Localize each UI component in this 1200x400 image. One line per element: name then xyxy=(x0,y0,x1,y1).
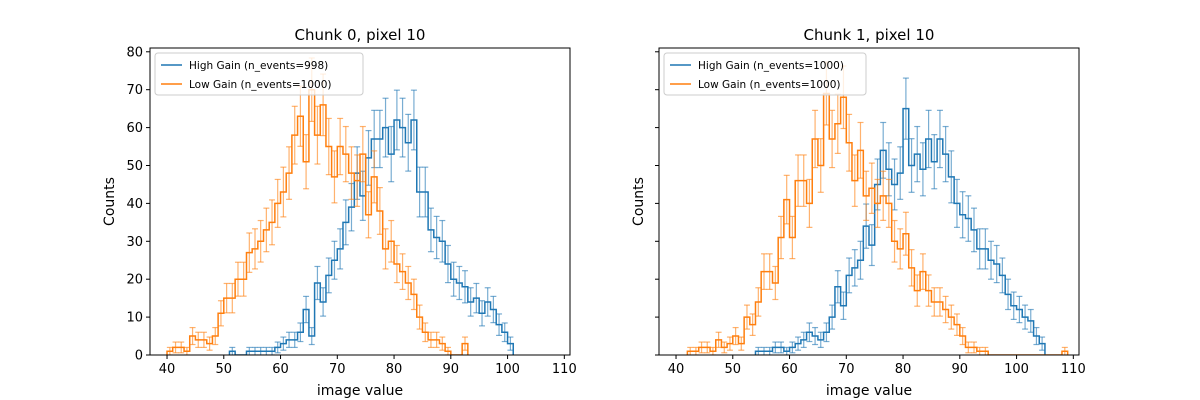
histogram-step-line xyxy=(754,107,1046,355)
legend: High Gain (n_events=1000) Low Gain (n_eve… xyxy=(663,52,867,96)
legend-entry: Low Gain (n_events=1000) xyxy=(161,79,332,91)
legend-box xyxy=(663,52,867,96)
x-tick-label: 70 xyxy=(838,362,855,377)
legend: High Gain (n_events=998) Low Gain (n_even… xyxy=(154,52,364,96)
x-tick-label: 40 xyxy=(668,362,685,377)
x-tick-label: 50 xyxy=(216,362,233,377)
histogram-step-line xyxy=(686,92,1069,355)
x-tick-label: 90 xyxy=(443,362,460,377)
histogram-step-line xyxy=(228,119,514,355)
series-high-gain xyxy=(754,77,1046,355)
x-tick-label: 80 xyxy=(386,362,403,377)
histogram-step-line xyxy=(166,88,469,355)
x-axis-label: image value xyxy=(317,383,403,399)
chart-title: Chunk 1, pixel 10 xyxy=(804,26,935,44)
x-tick-label: 70 xyxy=(329,362,346,377)
y-tick-label: 20 xyxy=(126,273,143,288)
chart-title: Chunk 0, pixel 10 xyxy=(295,26,426,44)
legend-label: High Gain (n_events=998) xyxy=(189,60,328,72)
x-tick-label: 60 xyxy=(272,362,289,377)
legend-entry: Low Gain (n_events=1000) xyxy=(670,79,841,91)
subplot-1: Chunk 1, pixel 10 40 50 60 70 80 90 100 110 image… xyxy=(631,26,1086,399)
subplot-0: Chunk 0, pixel 10 40 50 60 70 80 90 100 110 0 10 20… xyxy=(102,26,577,399)
y-tick-label: 50 xyxy=(126,159,143,174)
series-low-gain xyxy=(166,57,469,355)
y-axis-label: Counts xyxy=(102,177,118,226)
series-high-gain xyxy=(228,89,514,355)
legend-box xyxy=(154,52,364,96)
axes-frame xyxy=(658,47,1080,356)
x-axis-label: image value xyxy=(826,383,912,399)
legend-label: Low Gain (n_events=1000) xyxy=(189,79,332,91)
y-tick-label: 60 xyxy=(126,121,143,136)
x-tick-label: 80 xyxy=(895,362,912,377)
x-tick-label: 110 xyxy=(1061,362,1086,377)
x-tick-label: 90 xyxy=(952,362,969,377)
legend-label: Low Gain (n_events=1000) xyxy=(698,79,841,91)
plot-area xyxy=(166,57,514,355)
x-tick-label: 110 xyxy=(552,362,577,377)
plot-area xyxy=(686,61,1069,355)
x-tick-label: 100 xyxy=(1004,362,1029,377)
legend-entry: High Gain (n_events=1000) xyxy=(670,60,844,72)
y-tick-label: 30 xyxy=(126,235,143,250)
y-tick-label: 40 xyxy=(126,197,143,212)
legend-entry: High Gain (n_events=998) xyxy=(161,60,328,72)
y-tick-label: 70 xyxy=(126,83,143,98)
y-tick-label: 10 xyxy=(126,311,143,326)
series-low-gain xyxy=(686,61,1069,355)
y-tick-label: 80 xyxy=(126,45,143,60)
x-tick-label: 60 xyxy=(781,362,798,377)
y-tick-label: 0 xyxy=(135,349,143,364)
legend-label: High Gain (n_events=1000) xyxy=(698,60,844,72)
x-tick-label: 100 xyxy=(495,362,520,377)
x-tick-label: 50 xyxy=(725,362,742,377)
y-axis-label: Counts xyxy=(631,177,647,226)
axes-frame xyxy=(149,47,571,356)
x-tick-label: 40 xyxy=(159,362,176,377)
